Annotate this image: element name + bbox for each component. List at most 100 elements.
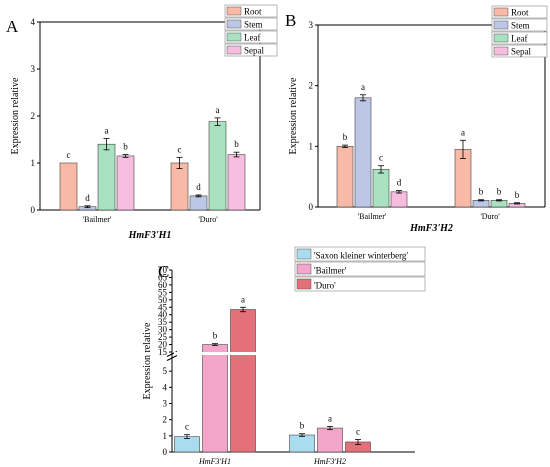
bar <box>289 434 315 453</box>
y-tick-label: 45 <box>158 302 168 312</box>
chart-title: HmF3'H1 <box>128 230 172 241</box>
bar <box>170 162 189 211</box>
bar <box>336 146 354 208</box>
y-tick-label: 30 <box>158 325 168 335</box>
significance-letter: a <box>241 294 245 304</box>
legend-swatch <box>296 278 312 290</box>
legend-label: Leaf <box>511 34 527 44</box>
y-tick-label: 4 <box>163 382 168 392</box>
legend-entry-frame <box>294 276 426 292</box>
legend-label: 'Duro' <box>314 281 336 291</box>
legend-label: Sepal <box>244 46 264 56</box>
legend: 'Saxon kleiner winterberg' 'Bailmer' 'Duro… <box>294 246 426 292</box>
bar <box>116 155 135 211</box>
legend-swatch <box>493 46 509 56</box>
y-tick-label: 5 <box>163 366 168 376</box>
significance-letter: a <box>105 126 109 136</box>
legend-label: 'Saxon kleiner winterberg' <box>314 251 408 261</box>
bar <box>390 191 408 208</box>
bar <box>97 143 116 211</box>
legend-label: Root <box>244 7 262 17</box>
significance-letter: d <box>85 193 90 203</box>
y-axis-label: Expression relative <box>288 77 299 154</box>
y-tick-label: 3 <box>309 20 314 30</box>
x-tick-label: 'Duro' <box>480 212 500 221</box>
significance-letter: c <box>379 153 383 163</box>
x-tick-label: 'Duro' <box>198 215 218 224</box>
significance-letter: b <box>300 421 305 431</box>
bar <box>372 169 390 208</box>
chart-panel-C: C012345152025303540455055606570Expressio… <box>142 246 426 466</box>
bar <box>189 195 208 211</box>
legend: Root Stem Leaf Sepal <box>491 5 548 58</box>
significance-letter: c <box>178 144 182 154</box>
y-tick-label: 35 <box>158 317 168 327</box>
significance-letter: b <box>497 187 502 197</box>
y-tick-label: 50 <box>158 295 168 305</box>
legend-label: Root <box>511 8 529 18</box>
legend-swatch <box>226 19 242 29</box>
y-tick-label: 0 <box>31 205 36 215</box>
x-tick-label: 'Bailmer' <box>358 212 387 221</box>
y-tick-label: 55 <box>158 287 168 297</box>
significance-letter: c <box>185 422 189 432</box>
y-tick-label: 1 <box>31 158 36 168</box>
y-tick-label: 70 <box>158 265 168 275</box>
y-tick-label: 15 <box>158 347 168 357</box>
bar <box>208 121 227 211</box>
x-tick-label: HmF3'H2 <box>313 457 346 466</box>
bar <box>202 344 228 453</box>
y-tick-label: 40 <box>158 310 168 320</box>
legend-swatch <box>226 6 242 16</box>
y-tick-label: 4 <box>31 17 36 27</box>
axis-break-gap <box>174 352 413 355</box>
legend: Root Stem Leaf Sepal <box>224 4 278 57</box>
legend-swatch <box>493 20 509 30</box>
legend-entry-frame <box>294 246 426 262</box>
legend-swatch <box>493 33 509 43</box>
legend-label: Sepal <box>511 47 531 57</box>
y-tick-label: 0 <box>163 447 168 457</box>
panel-label: B <box>285 11 296 30</box>
y-tick-label: 20 <box>158 340 168 350</box>
chart-panel-A: A 0 1 2 3 4 Expression relative c d a b 'Bailmer' c d… <box>6 4 278 241</box>
y-tick-label: 2 <box>31 111 36 121</box>
y-tick-label: 1 <box>163 431 168 441</box>
y-tick-label: 0 <box>309 202 314 212</box>
y-tick-label: 1 <box>309 141 314 151</box>
significance-letter: a <box>461 127 465 137</box>
legend-swatch <box>296 263 312 275</box>
bar <box>227 154 246 211</box>
legend-swatch <box>226 45 242 55</box>
significance-letter: d <box>196 182 201 192</box>
y-tick-label: 2 <box>163 415 168 425</box>
legend-entry-frame <box>294 261 426 277</box>
significance-letter: b <box>479 187 484 197</box>
chart-panel-B: B 0 1 2 3 Expression relative b a c d 'Bailmer' a b b… <box>285 5 548 234</box>
legend-swatch <box>493 7 509 17</box>
legend-label: Stem <box>244 20 263 30</box>
legend-swatch <box>296 248 312 260</box>
significance-letter: c <box>67 150 71 160</box>
panel-label: C <box>158 262 169 281</box>
y-tick-label: 3 <box>163 399 168 409</box>
legend-label: Stem <box>511 21 530 31</box>
significance-letter: a <box>361 82 365 92</box>
bar <box>317 427 343 453</box>
significance-letter: b <box>123 142 128 152</box>
bar <box>59 162 78 211</box>
y-tick-label: 65 <box>158 272 168 282</box>
significance-letter: a <box>216 105 220 115</box>
y-tick-label: 3 <box>31 64 36 74</box>
significance-letter: b <box>213 331 218 341</box>
bar <box>354 97 372 208</box>
legend-label: Leaf <box>244 33 260 43</box>
significance-letter: c <box>356 427 360 437</box>
legend-label: 'Bailmer' <box>314 266 347 276</box>
y-axis-label: Expression relative <box>10 77 21 154</box>
legend-swatch <box>226 32 242 42</box>
significance-letter: b <box>515 190 520 200</box>
x-tick-label: HmF3'H1 <box>198 457 231 466</box>
bar <box>230 309 256 453</box>
y-tick-label: 60 <box>158 280 168 290</box>
